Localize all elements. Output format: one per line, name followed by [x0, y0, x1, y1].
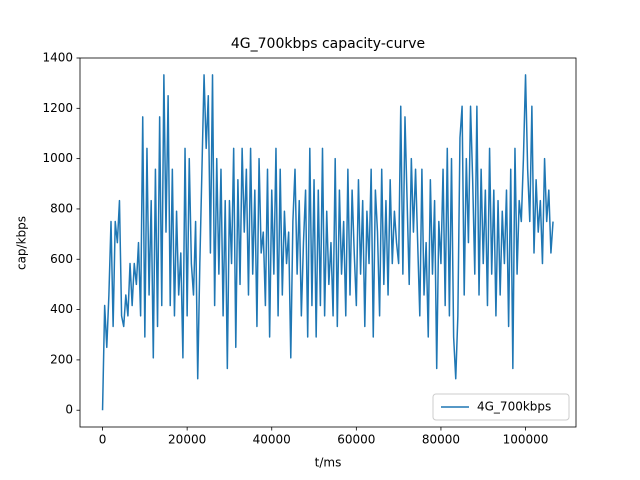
x-tick-label: 80000: [422, 433, 460, 447]
y-tick-label: 800: [50, 201, 73, 215]
chart-title: 4G_700kbps capacity-curve: [231, 36, 425, 52]
line-series: [101, 74, 554, 411]
x-tick-label: 100000: [503, 433, 549, 447]
y-tick-label: 600: [50, 252, 73, 266]
y-tick-label: 0: [65, 403, 73, 417]
x-tick-label: 40000: [253, 433, 291, 447]
x-tick-label: 0: [99, 433, 107, 447]
y-tick-label: 1000: [42, 151, 73, 165]
x-tick-label: 60000: [337, 433, 375, 447]
legend-label: 4G_700kbps: [477, 400, 551, 414]
x-tick-label: 20000: [168, 433, 206, 447]
legend-box: [432, 393, 570, 421]
y-tick-label: 1400: [42, 51, 73, 65]
y-tick-label: 200: [50, 352, 73, 366]
plot-frame: [79, 57, 577, 428]
y-tick-label: 1200: [42, 101, 73, 115]
y-tick-label: 400: [50, 302, 73, 316]
x-axis-label: t/ms: [315, 456, 342, 470]
y-axis-label: cap/kbps: [15, 216, 29, 270]
